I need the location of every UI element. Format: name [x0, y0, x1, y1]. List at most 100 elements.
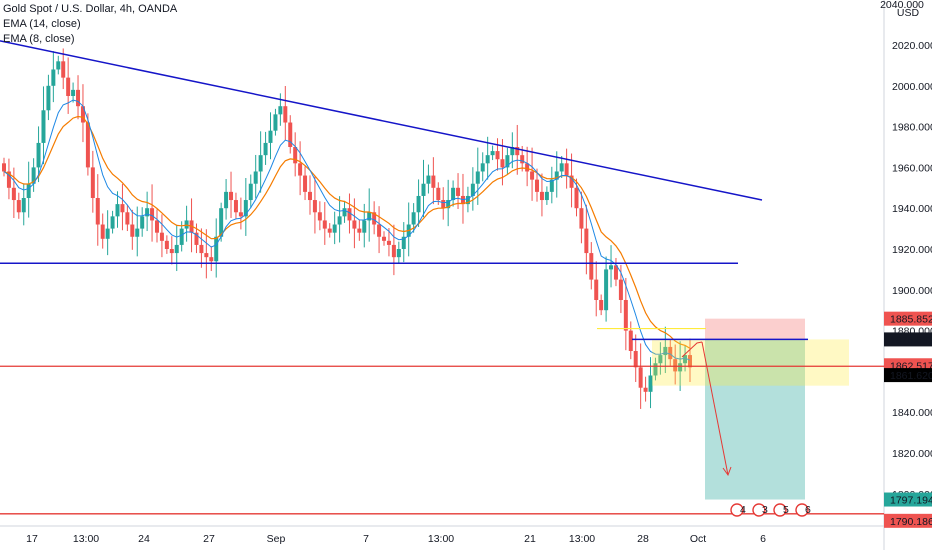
event-flag-icon — [752, 503, 766, 517]
price-badge — [884, 492, 932, 507]
candle-down — [312, 200, 317, 213]
candle-down — [90, 167, 95, 198]
price-tick-label: 1960.000 — [892, 162, 932, 174]
candle-up — [549, 179, 554, 192]
candle-down — [386, 240, 391, 245]
candle-up — [465, 195, 470, 205]
price-tick-label: 1820.000 — [892, 448, 932, 460]
candle-up — [426, 175, 431, 184]
candle-down — [564, 163, 569, 176]
candle-up — [71, 89, 76, 96]
candle-up — [174, 244, 179, 254]
candle-up — [648, 375, 653, 392]
candle-down — [327, 228, 332, 233]
candle-down — [618, 279, 623, 300]
candle-down — [594, 279, 599, 300]
candle-up — [421, 183, 426, 196]
candle-up — [263, 142, 268, 156]
candle-down — [317, 212, 322, 221]
candle-up — [663, 346, 668, 356]
event-flag-icon — [795, 503, 809, 517]
candle-up — [510, 147, 515, 156]
time-tick-label: 13:00 — [569, 533, 595, 545]
candle-up — [485, 155, 490, 164]
candle-up — [658, 355, 663, 364]
event-flag-icon — [773, 503, 787, 517]
candle-down — [436, 187, 441, 201]
descending-trendline — [0, 40, 763, 201]
candle-down — [347, 208, 352, 221]
candle-up — [490, 151, 495, 156]
candle-down — [307, 191, 312, 201]
candle-up — [278, 106, 283, 115]
candle-up — [56, 61, 61, 70]
candle-down — [100, 224, 105, 239]
candle-down — [579, 208, 584, 229]
candle-down — [95, 198, 100, 225]
candle-up — [248, 183, 253, 201]
candle-up — [362, 220, 367, 233]
candle-down — [85, 122, 90, 168]
candle-down — [66, 77, 71, 96]
price-tick-label: 1920.000 — [892, 244, 932, 256]
ema8-line — [3, 99, 691, 361]
candle-down — [633, 351, 638, 368]
candle-up — [470, 183, 475, 196]
price-badge — [884, 513, 932, 528]
price-tick-label: 1900.000 — [892, 285, 932, 297]
candle-down — [61, 61, 66, 78]
candle-down — [6, 171, 11, 188]
candle-down — [599, 300, 604, 311]
price-tick-label: 2040.000 — [880, 0, 924, 11]
candle-up — [337, 216, 342, 225]
candle-up — [401, 236, 406, 249]
candle-down — [130, 224, 135, 237]
price-tick-label: 1980.000 — [892, 122, 932, 134]
candles-group — [2, 48, 692, 409]
candle-down — [623, 300, 628, 331]
candle-down — [288, 122, 293, 147]
candle-down — [643, 387, 648, 392]
candle-down — [673, 359, 678, 372]
candle-up — [683, 355, 688, 364]
candle-down — [229, 191, 234, 201]
ema8-label: EMA (8, close) — [3, 33, 75, 45]
candle-up — [51, 69, 56, 86]
candle-down — [194, 232, 199, 245]
time-tick-label: 27 — [203, 533, 215, 545]
candle-up — [179, 228, 184, 245]
candle-up — [678, 363, 683, 372]
price-badge — [884, 368, 932, 383]
candle-up — [554, 171, 559, 180]
candle-down — [391, 244, 396, 258]
projection-down-arrow — [701, 341, 729, 476]
candle-down — [357, 228, 362, 233]
chart-legend: Gold Spot / U.S. Dollar, 4h, OANDA EMA (… — [3, 2, 177, 47]
time-tick-label: Oct — [690, 533, 706, 545]
candle-down — [495, 151, 500, 160]
candle-up — [505, 155, 510, 168]
time-tick-label: Sep — [267, 533, 286, 545]
time-tick-label: 6 — [760, 533, 766, 545]
candle-up — [110, 216, 115, 229]
stop-loss-zone — [705, 318, 805, 340]
candle-up — [480, 163, 485, 172]
candle-down — [382, 236, 387, 241]
price-tick-label: 2020.000 — [892, 40, 932, 52]
time-tick-label: 28 — [637, 533, 649, 545]
candle-up — [544, 191, 549, 201]
candle-down — [199, 244, 204, 254]
candle-up — [243, 200, 248, 217]
candle-down — [456, 187, 461, 196]
candle-down — [539, 191, 544, 201]
candle-down — [169, 249, 174, 254]
candle-up — [604, 269, 609, 311]
candle-down — [574, 187, 579, 209]
candle-up — [268, 130, 273, 143]
candle-down — [150, 208, 155, 221]
candle-down — [688, 355, 692, 368]
time-tick-label: 21 — [524, 533, 536, 545]
event-count: 5 — [783, 504, 789, 516]
time-tick-label: 13:00 — [73, 533, 99, 545]
